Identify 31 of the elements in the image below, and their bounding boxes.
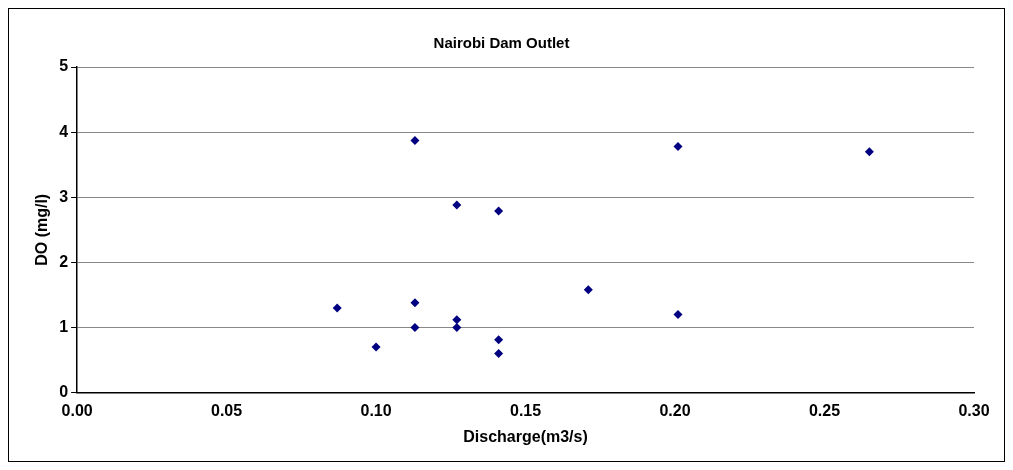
y-tick-label: 4 [59, 122, 69, 140]
x-tick-label: 0.05 [211, 401, 243, 419]
x-tick-label: 0.30 [958, 401, 990, 419]
point [410, 322, 420, 332]
y-tick-label: 5 [59, 57, 69, 75]
x-tick-label: 0.10 [360, 401, 392, 419]
point [494, 335, 504, 345]
y-tick-label: 3 [59, 187, 69, 205]
point [864, 147, 874, 157]
x-tick-label: 0.00 [61, 401, 93, 419]
point [494, 349, 504, 359]
point [410, 136, 420, 146]
point [410, 298, 420, 308]
point [371, 342, 381, 352]
point [583, 285, 593, 295]
x-tick-label: 0.25 [808, 401, 841, 419]
x-tick-label: 0.20 [659, 401, 691, 419]
y-tick-label: 2 [59, 252, 69, 270]
x-tick-label: 0.15 [509, 401, 542, 419]
y-tick-label: 0 [59, 383, 69, 401]
point [452, 322, 462, 332]
point [452, 315, 462, 325]
y-axis-title: DO (mg/l) [33, 193, 51, 266]
y-tick-label: 1 [59, 317, 69, 335]
point [673, 309, 683, 319]
point [332, 303, 342, 313]
chart-title: Nairobi Dam Outlet [433, 34, 570, 52]
point [673, 141, 683, 151]
point [452, 200, 462, 210]
point [494, 206, 504, 216]
x-axis-title: Discharge(m3/s) [463, 427, 588, 445]
